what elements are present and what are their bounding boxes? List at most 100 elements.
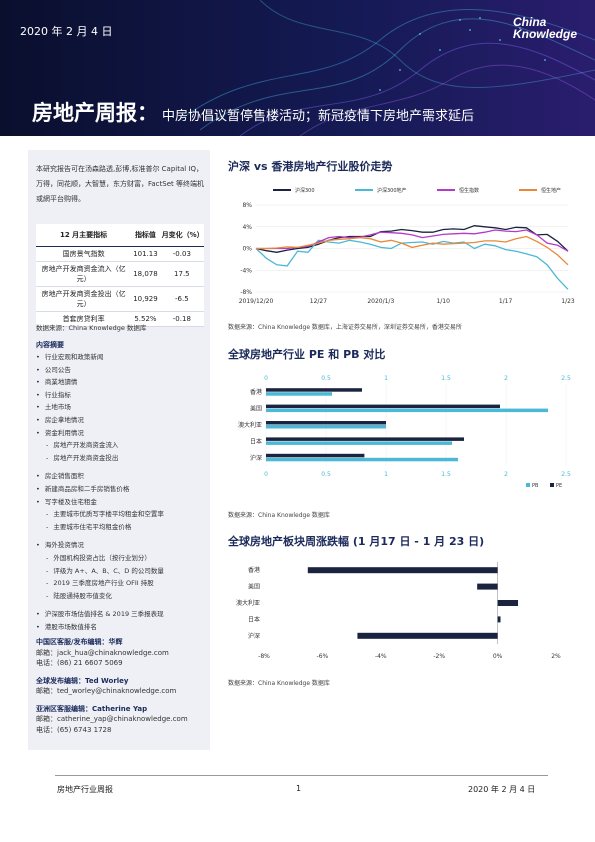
bar-pe [266, 421, 386, 425]
toc-item: 房地产开发商资金流入 [36, 439, 208, 452]
x-tick-label-bottom: 0 [264, 471, 268, 478]
toc-item: 海外投资情况 [36, 539, 208, 552]
chart1-source: 数据来源：China Knowledge 数据库，上海证券交易所，深圳证券交易所… [228, 324, 462, 331]
table-cell: 10,929 [131, 286, 160, 312]
toc-item: 主要城市优质写字楼平均租金和空置率 [36, 508, 208, 521]
x-tick-label: -2% [433, 653, 445, 660]
toc-item: 评级为 A+、A、B、C、D 的公司数量 [36, 565, 208, 578]
y-tick-label: 0% [242, 246, 252, 253]
x-tick-label: 2019/12/20 [239, 298, 274, 305]
left-sidebar: 本研究报告可在汤森路透,彭博,标准普尔 Capital IQ，万得，同花顺，大智… [28, 150, 210, 750]
bar-pe [266, 437, 464, 441]
y-tick-label: 4% [242, 224, 252, 231]
contact-line: 电话：(86) 21 6607 5069 [36, 659, 123, 667]
x-tick-label-top: 1.5 [441, 375, 451, 382]
table-cell: -0.03 [159, 246, 204, 262]
section-title-weekly-change: 全球房地产板块周涨跌幅 (1 月17 日 - 1 月 23 日) [228, 535, 485, 548]
bar-pb [266, 425, 386, 429]
series-line [255, 239, 569, 290]
x-tick-label-top: 2 [504, 375, 508, 382]
table-cell: 17.5 [159, 261, 204, 287]
toc-item: 新建商品房和二手房销售价格 [36, 483, 208, 496]
table-of-contents: 行业宏观和政策新闻公司公告商業地讀情行业指标土地市场房企拿地情况资金利用情况房地… [36, 351, 208, 633]
bar-pb [266, 457, 458, 462]
category-label: 香港 [250, 388, 262, 396]
table-source: 数据来源：China Knowledge 数据库 [36, 324, 147, 332]
contact-heading: 中国区客服/发布编辑：华辉 [36, 638, 123, 646]
legend-label: 沪深300地产 [377, 187, 407, 194]
bar-weekly-change [357, 632, 498, 639]
bar-pe [266, 404, 500, 409]
chart3-source: 数据来源：China Knowledge 数据库 [228, 680, 330, 687]
toc-item: 商業地讀情 [36, 376, 208, 389]
x-tick-label: 12/27 [310, 298, 327, 305]
x-tick-label: 0% [493, 653, 503, 660]
x-tick-label: -4% [375, 653, 387, 660]
toc-item: 房地产开发商资金投出 [36, 452, 208, 465]
table-cell: 5.52% [131, 311, 160, 327]
footer-divider [55, 775, 548, 776]
toc-item: 房企拿地情况 [36, 414, 208, 427]
contact-block: 亚洲区客服编辑：Catherine Yap 邮箱：catherine_yap@ch… [36, 704, 208, 736]
toc-item: 资金利用情况 [36, 427, 208, 440]
x-tick-label-bottom: 1 [384, 471, 388, 478]
header-banner: 2020 年 2 月 4 日 China Knowledge 房地产周报： 中房协倡… [0, 0, 595, 136]
footer-date: 2020 年 2 月 4 日 [468, 785, 536, 794]
contact-heading: 亚洲区客服编辑：Catherine Yap [36, 704, 148, 713]
contact-line: 邮箱：jack_hua@chinaknowledge.com [36, 648, 169, 657]
table-cell: 18,078 [131, 261, 160, 287]
x-tick-label-top: 0.5 [321, 375, 331, 382]
x-tick-label-bottom: 1.5 [441, 471, 451, 478]
toc-item: 写字楼及住宅租金 [36, 496, 208, 509]
contact-heading: 全球发布编辑：Ted Worley [36, 676, 129, 685]
x-tick-label-top: 1 [384, 375, 388, 382]
bar-weekly-change [477, 583, 498, 590]
bar-weekly-change [307, 567, 498, 574]
x-tick-label-bottom: 2.5 [561, 471, 571, 478]
report-date: 2020 年 2 月 4 日 [20, 25, 113, 38]
table-cell: 国房景气指数 [36, 246, 132, 262]
contact-line: 邮箱：catherine_yap@chinaknowledge.com [36, 715, 188, 723]
table-cell: -0.18 [159, 311, 204, 327]
key-indicators-table: 12 月主要指标 指标值 月变化（%） 国房景气指数 101.13 -0.03 房地产开发… [36, 224, 204, 327]
toc-item: 行业宏观和政策新闻 [36, 351, 208, 364]
legend-swatch [526, 483, 530, 487]
toc-item: 土地市场 [36, 401, 208, 414]
section-title-pe-pb: 全球房地产行业 PE 和 PB 对比 [228, 348, 386, 361]
contact-info: 中国区客服/发布编辑：华辉邮箱：jack_hua@chinaknowledge.… [36, 637, 208, 742]
toc-item: 公司公告 [36, 364, 208, 377]
legend-label: PE [556, 483, 562, 489]
series-line [256, 229, 569, 252]
category-label: 美国 [248, 583, 260, 591]
table-row: 房地产开发商资金投出（亿元） 10,929 -6.5 [36, 286, 204, 312]
table-cell: 房地产开发商资金投出（亿元） [36, 286, 132, 312]
x-tick-label-top: 2.5 [561, 375, 571, 382]
legend-label: 恒生地产 [541, 187, 561, 194]
table-row: 首套房贷利率 5.52% -0.18 [36, 311, 204, 327]
legend-swatch [550, 483, 554, 487]
x-tick-label: 1/10 [436, 298, 450, 305]
x-tick-label: -8% [258, 653, 270, 660]
contact-block: 中国区客服/发布编辑：华辉邮箱：jack_hua@chinaknowledge.… [36, 637, 208, 669]
legend-label: 恒生指数 [459, 187, 479, 194]
x-tick-label-top: 0 [264, 375, 268, 382]
report-title: 房地产周报： 中房协倡议暂停售楼活动；新冠疫情下房地产需求延后 [32, 101, 475, 125]
category-label: 沪深 [248, 632, 260, 640]
toc-item: 主要城市住宅平均租金价格 [36, 521, 208, 534]
bar-pb [266, 441, 452, 445]
x-tick-label: 1/23 [561, 298, 575, 305]
table-cell: 房地产开发商资金流入（亿元） [36, 261, 132, 287]
toc-item: 2019 三季度房地产行业 OFII 持股 [36, 577, 208, 590]
page-number: 1 [296, 784, 302, 793]
footer-report-name: 房地产行业周报 [57, 785, 113, 794]
contact-block: 全球发布编辑：Ted Worley 邮箱：ted_worley@chinaknow… [36, 676, 208, 697]
intro-text: 本研究报告可在汤森路透,彭博,标准普尔 Capital IQ，万得，同花顺，大智… [36, 165, 204, 203]
series-line [255, 225, 569, 253]
category-label: 美国 [250, 405, 262, 413]
x-tick-label: 2% [551, 653, 561, 660]
x-tick-label-bottom: 0.5 [321, 471, 331, 478]
line-chart-stock-trend: 沪深300 沪深300地产 恒生指数 恒生地产 8% 4% 0% -4% -8% 2019/12/… [239, 187, 575, 305]
x-tick-label: -6% [317, 653, 329, 660]
y-tick-label: 8% [242, 202, 252, 209]
